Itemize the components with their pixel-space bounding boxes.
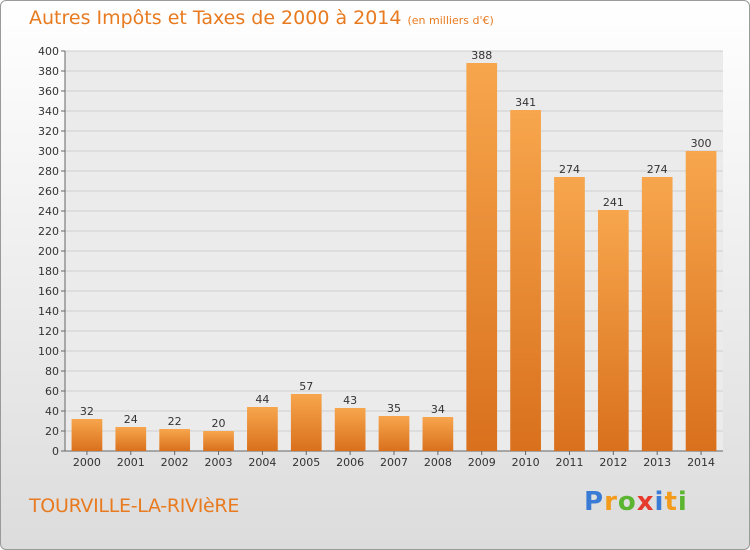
y-tick-label: 300 [38,145,59,158]
y-tick-label: 260 [38,185,59,198]
data-label: 32 [80,405,94,418]
logo-letter: i [654,487,665,517]
bar [422,417,454,451]
data-label: 274 [559,163,580,176]
data-label: 43 [343,394,357,407]
y-tick-label: 60 [45,385,59,398]
y-tick-label: 20 [45,425,59,438]
x-tick-label: 2001 [117,456,145,469]
x-tick-label: 2010 [512,456,540,469]
data-label: 388 [471,49,492,62]
y-tick-label: 380 [38,65,59,78]
data-label: 34 [431,403,445,416]
y-tick-label: 180 [38,265,59,278]
x-tick-label: 2009 [468,456,496,469]
x-tick-label: 2011 [555,456,583,469]
data-label: 22 [168,415,182,428]
bar [334,408,366,451]
y-tick-label: 400 [38,45,59,58]
x-tick-label: 2008 [424,456,452,469]
bar [466,63,498,451]
y-tick-label: 40 [45,405,59,418]
logo-letter: i [677,487,688,517]
x-tick-label: 2005 [292,456,320,469]
x-tick-label: 2012 [599,456,627,469]
x-tick-label: 2003 [205,456,233,469]
y-tick-label: 160 [38,285,59,298]
place-name: TOURVILLE-LA-RIVIèRE [29,495,240,517]
y-tick-label: 280 [38,165,59,178]
y-tick-label: 0 [52,445,59,458]
data-label: 241 [603,196,624,209]
logo-letter: t [664,487,678,517]
bar [685,151,717,451]
y-tick-label: 340 [38,105,59,118]
y-tick-label: 200 [38,245,59,258]
bar [378,416,410,451]
y-tick-label: 360 [38,85,59,98]
chart-title: Autres Impôts et Taxes de 2000 à 2014 (en… [29,7,494,29]
x-tick-label: 2002 [161,456,189,469]
y-tick-label: 320 [38,125,59,138]
x-tick-label: 2013 [643,456,671,469]
bar [510,110,541,451]
y-tick-label: 140 [38,305,59,318]
x-tick-label: 2014 [687,456,715,469]
y-tick-label: 240 [38,205,59,218]
data-label: 20 [212,417,226,430]
x-tick-label: 2000 [73,456,101,469]
bar [159,429,191,451]
logo-letter: P [584,487,605,517]
bar [290,394,322,451]
bar [71,419,103,451]
data-label: 44 [255,393,269,406]
bar [597,210,629,451]
data-label: 24 [124,413,138,426]
data-label: 57 [299,380,313,393]
y-tick-label: 220 [38,225,59,238]
chart-title-text: Autres Impôts et Taxes de 2000 à 2014 [29,7,402,29]
logo-letter: r [604,487,618,517]
bar [203,431,234,451]
logo-letter: x [636,487,655,517]
proxiti-logo: Proxiti [584,487,688,517]
data-label: 35 [387,402,401,415]
data-label: 274 [647,163,668,176]
data-label: 300 [691,137,712,150]
bar [115,427,147,451]
y-tick-label: 120 [38,325,59,338]
data-label: 341 [515,96,536,109]
x-tick-label: 2004 [248,456,276,469]
bar [247,407,278,451]
x-tick-label: 2007 [380,456,408,469]
y-tick-label: 80 [45,365,59,378]
chart-unit: (en milliers d'€) [407,14,494,27]
y-tick-label: 100 [38,345,59,358]
x-tick-label: 2006 [336,456,364,469]
logo-letter: o [617,487,637,517]
bar [641,177,673,451]
bar [554,177,585,451]
